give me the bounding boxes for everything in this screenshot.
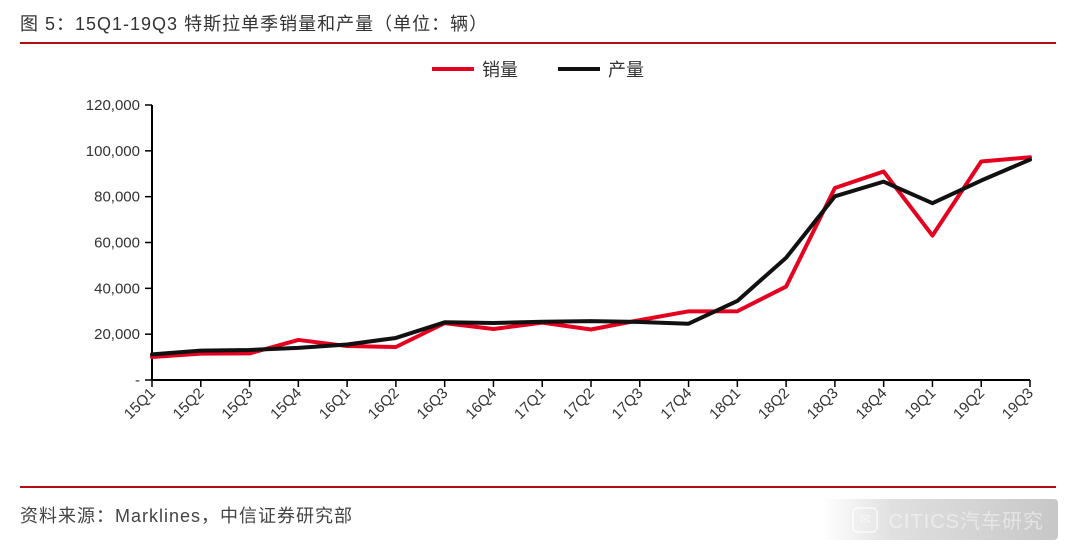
x-tick-label: 18Q3 [804,385,842,423]
legend: 销量 产量 [20,56,1056,82]
legend-label: 销量 [482,56,518,82]
legend-swatch [432,67,474,71]
legend-label: 产量 [608,56,644,82]
chart-area: 销量 产量 - 20,000 40,000 60,000 80,000 100,000 120… [20,50,1056,470]
x-tick-label: 15Q1 [121,385,159,423]
watermark-text: CITICS汽车研究 [888,505,1044,534]
x-tick-label: 19Q3 [999,385,1037,423]
x-tick-label: 15Q2 [170,385,208,423]
x-tick-label: 19Q1 [901,385,939,423]
legend-item: 销量 [432,56,518,82]
y-tick-label: 100,000 [86,143,140,160]
x-tick-label: 15Q3 [218,385,256,423]
x-tick-label: 17Q3 [609,385,647,423]
y-tick-label: 80,000 [94,189,140,206]
legend-item: 产量 [558,56,644,82]
x-tick-label: 19Q2 [950,385,988,423]
bottom-rule [20,486,1056,488]
figure-title: 图 5：15Q1-19Q3 特斯拉单季销量和产量（单位：辆） [20,0,1056,42]
y-tick-label: 40,000 [94,280,140,297]
wechat-icon: ✉ [852,507,878,533]
series-line [152,160,1030,355]
x-tick-label: 17Q1 [511,385,549,423]
x-tick-label: 15Q4 [267,385,305,423]
x-tick-label: 16Q2 [365,385,403,423]
x-tick-label: 16Q4 [462,385,500,423]
x-tick-label: 16Q1 [316,385,354,423]
y-tick-label: 20,000 [94,326,140,343]
x-tick-label: 17Q2 [560,385,598,423]
y-tick-label: - [135,372,140,389]
watermark: ✉ CITICS汽车研究 [822,499,1058,540]
chart-svg: - 20,000 40,000 60,000 80,000 100,000 120,000 1… [20,50,1056,470]
x-tick-label: 17Q4 [657,385,695,423]
figure-container: 图 5：15Q1-19Q3 特斯拉单季销量和产量（单位：辆） 销量 产量 - 20,… [0,0,1076,548]
title-rule [20,42,1056,44]
source-line: 资料来源：Marklines，中信证券研究部 [20,502,353,528]
x-tick-label: 18Q1 [706,385,744,423]
x-tick-label: 16Q3 [414,385,452,423]
legend-swatch [558,67,600,71]
x-tick-label: 18Q4 [853,385,891,423]
y-tick-label: 120,000 [86,97,140,114]
x-tick-label: 18Q2 [755,385,793,423]
y-tick-label: 60,000 [94,235,140,252]
